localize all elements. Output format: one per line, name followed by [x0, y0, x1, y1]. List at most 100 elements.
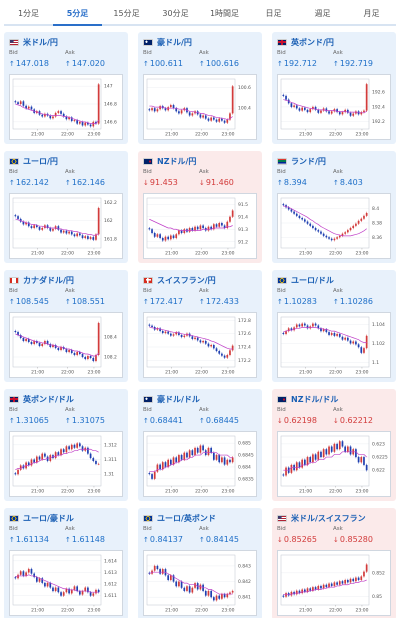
candle-body	[76, 120, 79, 124]
currency-card[interactable]: ランド/円 Bid Ask ↑8.394 ↑8.403 8.4 8.38 8.36 21:00 2…	[272, 151, 396, 263]
currency-card[interactable]: ユーロ/英ポンド Bid Ask ↑0.84137 ↑0.84145 0.843 0.842…	[138, 508, 262, 618]
price-chart[interactable]: 100.6 100.4 21:00 22:00 23:00	[143, 74, 257, 140]
pair-name[interactable]: 英ポンド/円	[291, 37, 334, 47]
price-chart[interactable]: 0.852 0.85 21:00 22:00 23:00	[277, 550, 391, 616]
candle-body	[27, 106, 30, 109]
currency-card[interactable]: 豪ドル/円 Bid Ask ↑100.611 ↑100.616 100.6 100.4 21:…	[138, 32, 262, 144]
pair-name[interactable]: カナダドル/円	[23, 275, 74, 285]
candle-body	[282, 474, 285, 476]
pair-name[interactable]: 豪ドル/ドル	[157, 394, 200, 404]
pair-name[interactable]: 英ポンド/ドル	[23, 394, 74, 404]
price-chart[interactable]: 147 146.8 146.6 21:00 22:00 23:00	[9, 74, 123, 140]
price-chart[interactable]: 162.2 162 161.8 21:00 22:00 23:00	[9, 193, 123, 259]
pair-name[interactable]: 米ドル/円	[23, 37, 58, 47]
currency-card[interactable]: ユーロ/ドル Bid Ask ↑1.10283 ↑1.10286 1.104 1.102 1.…	[272, 270, 396, 382]
pair-name[interactable]: 米ドル/スイスフラン	[291, 513, 366, 523]
pair-name[interactable]: ユーロ/円	[23, 156, 58, 166]
candle-body	[282, 595, 285, 597]
bid-value: 0.62198	[283, 416, 317, 425]
x-tick-label: 21:00	[31, 608, 44, 614]
currency-card[interactable]: ユーロ/豪ドル Bid Ask ↑1.61134 ↑1.61148 1.614 1.613 1…	[4, 508, 128, 618]
candle-body	[60, 592, 62, 596]
tab-1[interactable]: 5分足	[53, 4, 102, 26]
price-chart[interactable]: 0.685 0.6845 0.684 0.6835 21:00 22:00 23:00	[143, 431, 257, 497]
ask-value: 0.84145	[205, 535, 239, 544]
price-chart[interactable]: 91.5 91.4 91.3 91.2 21:00 22:00 23:00	[143, 193, 257, 259]
candle-body	[62, 449, 65, 453]
price-chart[interactable]: 108.4 108.2 21:00 22:00 23:00	[9, 312, 123, 378]
candle-body	[306, 457, 309, 465]
candle-body	[156, 565, 159, 570]
bid-value: 8.394	[283, 178, 307, 187]
tab-5[interactable]: 日足	[265, 9, 282, 18]
candle-body	[151, 325, 153, 327]
price-chart[interactable]: 1.312 1.311 1.31 21:00 22:00 23:00	[9, 431, 123, 497]
tab-6[interactable]: 週足	[314, 9, 331, 18]
y-tick-label: 8.4	[372, 206, 379, 212]
pair-name[interactable]: ランド/円	[291, 156, 326, 166]
candle-body	[178, 581, 180, 587]
candle-body	[301, 459, 304, 468]
currency-card[interactable]: スイスフラン/円 Bid Ask ↑172.417 ↑172.433 172.8 172.6…	[138, 270, 262, 382]
candle-body	[62, 230, 65, 233]
currency-card[interactable]: NZドル/円 Bid Ask ↓91.453 ↓91.460 91.5 91.4 91.3 91…	[138, 151, 262, 263]
candle-body	[44, 341, 46, 344]
tab-2[interactable]: 15分足	[113, 9, 140, 18]
pair-name[interactable]: ユーロ/豪ドル	[23, 513, 74, 523]
price-chart[interactable]: 0.623 0.6225 0.622 21:00 22:00 23:00	[277, 431, 391, 497]
pair-name[interactable]: ユーロ/ドル	[291, 275, 334, 285]
candle-body	[196, 226, 199, 230]
candle-body	[164, 462, 167, 467]
ask-value: 1.61148	[71, 535, 105, 544]
currency-card[interactable]: NZドル/ドル Bid Ask ↓0.62198 ↓0.62212 0.623 0.6225…	[272, 389, 396, 501]
candle-body	[68, 446, 70, 450]
candle-body	[62, 113, 65, 117]
candle-body	[295, 462, 298, 471]
quote-labels: Bid Ask	[143, 288, 257, 295]
tab-0[interactable]: 1分足	[17, 9, 40, 18]
timeframe-tabs: 1分足 5分足 15分足 30分足 1時間足 日足 週足 月足	[4, 4, 396, 26]
x-tick-label: 23:00	[221, 370, 234, 376]
y-tick-label: 1.104	[372, 322, 385, 328]
price-chart[interactable]: 172.8 172.6 172.4 172.2 21:00 22:00 23:00	[143, 312, 257, 378]
candle-body	[231, 590, 234, 593]
tab-3[interactable]: 30分足	[162, 9, 189, 18]
candlestick-svg: 100.6 100.4 21:00 22:00 23:00	[146, 78, 251, 138]
candle-body	[349, 228, 352, 231]
tab-7[interactable]: 月足	[363, 9, 380, 18]
bid-value: 192.712	[283, 59, 317, 68]
price-chart[interactable]: 1.104 1.102 1.1 21:00 22:00 23:00	[277, 312, 391, 378]
x-tick-label: 22:00	[61, 370, 74, 376]
pair-name[interactable]: NZドル/円	[157, 156, 197, 166]
currency-card[interactable]: 米ドル/円 Bid Ask ↑147.018 ↑147.020 147 146.8 146.6…	[4, 32, 128, 144]
candle-body	[349, 446, 352, 455]
candle-body	[89, 453, 92, 459]
currency-card[interactable]: 米ドル/スイスフラン Bid Ask ↓0.85265 ↓0.85280 0.852 0.8…	[272, 508, 396, 618]
candle-body	[183, 587, 186, 591]
price-chart[interactable]: 1.614 1.613 1.612 1.611 21:00 22:00 23:00	[9, 550, 123, 616]
candle-body	[218, 118, 221, 122]
price-chart[interactable]: 0.843 0.842 0.841 21:00 22:00 23:00	[143, 550, 257, 616]
candle-body	[328, 446, 330, 455]
candle-body	[191, 587, 194, 593]
currency-card[interactable]: カナダドル/円 Bid Ask ↑108.545 ↑108.551 108.4 108.2 2…	[4, 270, 128, 382]
price-chart[interactable]: 8.4 8.38 8.36 21:00 22:00 23:00	[277, 193, 391, 259]
currency-card[interactable]: ユーロ/円 Bid Ask ↑162.142 ↑162.146 162.2 162 161.8…	[4, 151, 128, 263]
candle-body	[156, 464, 159, 472]
currency-card[interactable]: 英ポンド/円 Bid Ask ↑192.712 ↑192.719 192.6 192.4 19…	[272, 32, 396, 144]
pair-name[interactable]: NZドル/ドル	[291, 394, 339, 404]
currency-card[interactable]: 豪ドル/ドル Bid Ask ↑0.68441 ↑0.68445 0.685 0.6845 0…	[138, 389, 262, 501]
candle-body	[314, 106, 317, 110]
ask-price: ↑8.403	[333, 177, 389, 188]
x-tick-label: 21:00	[165, 132, 178, 138]
currency-card[interactable]: 英ポンド/ドル Bid Ask ↑1.31065 ↑1.31075 1.312 1.311 1…	[4, 389, 128, 501]
quote-values: ↑162.142 ↑162.146	[9, 177, 123, 188]
price-chart[interactable]: 192.6 192.4 192.2 21:00 22:00 23:00	[277, 74, 391, 140]
candle-body	[27, 339, 30, 342]
pair-name[interactable]: ユーロ/英ポンド	[157, 513, 216, 523]
pair-name[interactable]: 豪ドル/円	[157, 37, 192, 47]
quote-labels: Bid Ask	[143, 169, 257, 176]
pair-name[interactable]: スイスフラン/円	[157, 275, 216, 285]
moving-average-line	[283, 579, 367, 595]
tab-4[interactable]: 1時間足	[209, 9, 240, 18]
